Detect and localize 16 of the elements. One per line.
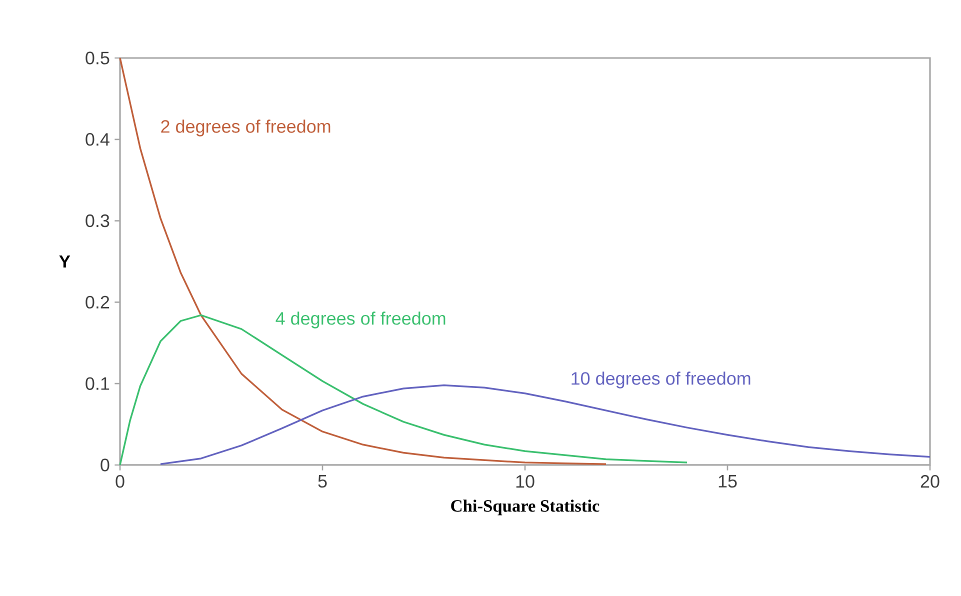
series-label: 10 degrees of freedom (572, 372, 750, 388)
x-tick-label: 5 (318, 475, 327, 488)
y-tick-label: 0 (100, 458, 110, 472)
y-tick-label: 0.1 (86, 377, 110, 390)
y-tick-label: 0.4 (86, 133, 110, 146)
x-tick-label: 0 (116, 475, 124, 488)
series-label: 4 degrees of freedom (276, 312, 446, 328)
series-label: 2 degrees of freedom (161, 120, 330, 136)
x-axis-title: Chi-Square Statistic (451, 500, 600, 516)
y-axis-title: Y (59, 256, 70, 268)
x-tick-label: 20 (920, 475, 940, 488)
x-tick-label: 15 (718, 475, 737, 488)
y-tick-label: 0.5 (86, 52, 110, 64)
y-tick-label: 0.2 (86, 296, 110, 309)
y-tick-label: 0.3 (86, 214, 110, 228)
x-tick-label: 10 (516, 475, 534, 488)
